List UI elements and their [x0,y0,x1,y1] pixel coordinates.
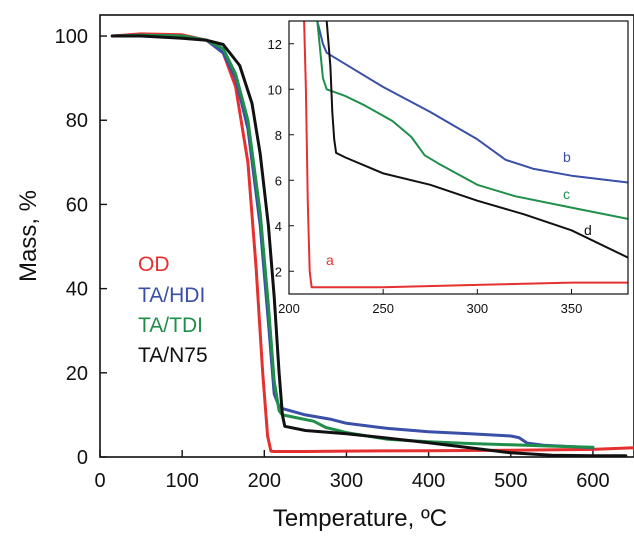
main-x-tick-label-400: 400 [412,470,445,492]
inset-series-line-c [316,21,628,220]
main-y-tick-label-0: 0 [77,447,88,469]
legend-label-od: OD [138,253,170,276]
main-axis-ticks: 0 100 200 300 400 500 600 0 20 40 60 80 100 [55,26,610,492]
inset-curve-label-a: a [326,252,334,268]
main-y-tick-label-60: 60 [66,194,88,216]
legend-label-ta-hdi: TA/HDI [138,284,205,307]
x-axis-title: Temperature, ºC [273,505,447,532]
main-y-tick-label-20: 20 [66,363,88,385]
inset-curve-label-b: b [563,149,571,165]
main-x-tick-label-600: 600 [576,470,609,492]
inset-y-tick-label-10: 10 [268,82,282,97]
main-series-line-ta-n75 [110,34,628,458]
main-plot-frame [99,14,634,458]
legend-label-ta-tdi: TA/TDI [138,314,203,337]
inset-curve-label-c: c [563,186,570,202]
inset-x-tick-label-200: 200 [278,301,300,316]
inset-y-tick-label-4: 4 [275,219,282,234]
inset-y-tick-label-12: 12 [268,37,282,52]
main-x-tick-label-100: 100 [165,470,198,492]
main-x-tick-label-500: 500 [494,470,527,492]
legend-label-ta-n75: TA/N75 [138,344,208,367]
inset-y-tick-label-6: 6 [275,173,282,188]
main-x-tick-label-300: 300 [330,470,363,492]
inset-curve-label-d: d [584,222,592,238]
inset-series-line-d [325,21,628,259]
inset-x-tick-label-300: 300 [466,301,488,316]
main-series-group [110,32,634,458]
main-x-tick-label-200: 200 [248,470,281,492]
inset-series-group [303,21,628,289]
inset-x-tick-label-350: 350 [561,301,583,316]
inset-y-tick-label-8: 8 [275,128,282,143]
inset-frame [288,20,629,295]
inset-x-tick-label-250: 250 [372,301,394,316]
inset-axis-ticks: 200 250 300 350 2 4 6 8 10 12 [268,37,583,316]
inset-series-line-b [316,21,628,184]
inset-series-line-a [303,21,628,289]
inset-background [289,21,628,294]
main-x-tick-label-0: 0 [94,470,105,492]
main-y-tick-label-100: 100 [55,26,88,48]
legend: OD TA/HDI TA/TDI TA/N75 [138,253,208,367]
y-axis-title: Mass, % [15,190,42,282]
main-y-tick-label-40: 40 [66,279,88,301]
inset-y-tick-label-2: 2 [275,264,282,279]
main-y-tick-label-80: 80 [66,110,88,132]
